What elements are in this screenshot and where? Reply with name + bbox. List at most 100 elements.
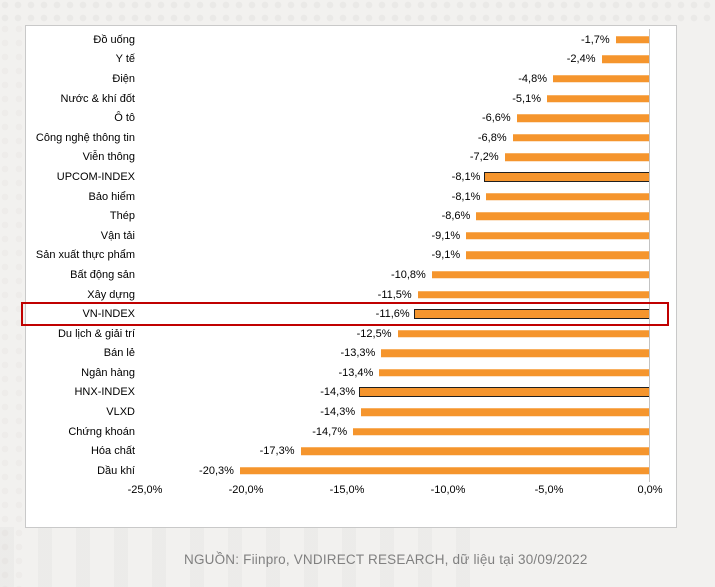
chart-row: Hóa chất -17,3% [26, 441, 676, 461]
bar-chart-rows: Đồ uống -1,7% Y tế -2,4% Điện -4,8% Nước & khí… [26, 30, 676, 481]
chart-row: UPCOM-INDEX -8,1% [26, 167, 676, 187]
value-label: -8,1% [451, 170, 481, 183]
category-label: Chứng khoán [68, 425, 135, 438]
category-label: Y tế [115, 53, 135, 66]
chart-row: Ô tô -6,6% [26, 108, 676, 128]
value-label: -9,1% [431, 249, 461, 262]
value-label: -4,8% [518, 72, 547, 85]
category-label: Bất động sản [70, 268, 135, 281]
chart-row: Du lịch & giải trí -12,5% [26, 324, 676, 344]
category-label: Ngân hàng [81, 366, 135, 379]
plot-area-row: -5,1% [145, 89, 650, 109]
x-axis-tick-label: -15,0% [329, 484, 365, 496]
chart-row: Nước & khí đốt -5,1% [26, 89, 676, 109]
bar [431, 271, 650, 279]
value-label: -14,3% [320, 386, 356, 399]
vn-index-highlight-box [21, 301, 669, 326]
category-label: Vận tải [100, 229, 135, 242]
chart-row: Y tế -2,4% [26, 50, 676, 70]
value-label: -1,7% [580, 33, 610, 46]
bar [466, 251, 650, 260]
category-label: Ô tô [114, 112, 135, 125]
chart-row: Thép -8,6% [26, 206, 676, 226]
bar [353, 427, 650, 436]
chart-row: Viễn thông -7,2% [26, 148, 676, 168]
value-label: -11,5% [377, 288, 412, 301]
category-label: Nước & khí đốt [60, 92, 136, 105]
chart-row: Điện -4,8% [26, 69, 676, 89]
bar [615, 36, 650, 44]
x-axis-tick-label: -5,0% [534, 484, 564, 496]
category-label: Sản xuất thực phẩm [35, 249, 135, 262]
chart-row: Dầu khí -20,3% [26, 461, 676, 481]
value-label: -2,4% [566, 53, 596, 66]
value-label: -20,3% [199, 464, 234, 477]
bar [516, 114, 650, 122]
chart-row: Bảo hiểm -8,1% [26, 187, 676, 207]
value-label: -14,7% [312, 425, 348, 438]
value-label: -5,1% [512, 92, 541, 105]
chart-row: Xây dựng -11,5% [26, 285, 676, 305]
category-label: Viễn thông [82, 151, 135, 164]
chart-row: Chứng khoán -14,7% [26, 422, 676, 442]
plot-area-row: -14,3% [145, 402, 650, 422]
value-label: -14,3% [320, 406, 356, 419]
category-label: Dầu khí [97, 464, 135, 477]
value-label: -13,3% [340, 347, 376, 360]
chart-row: Bán lẻ -13,3% [26, 344, 676, 364]
chart-row: Vận tải -9,1% [26, 226, 676, 246]
category-label: Du lịch & giải trí [57, 327, 135, 340]
plot-area-row: -14,7% [145, 422, 650, 442]
category-label: Bán lẻ [103, 347, 135, 360]
plot-area-row: -6,8% [145, 128, 650, 148]
value-label: -6,6% [481, 112, 511, 125]
category-label: Điện [112, 72, 135, 85]
value-label: -8,1% [451, 190, 481, 203]
category-label: HNX-INDEX [74, 386, 135, 399]
plot-area-row: -11,6% [145, 304, 650, 324]
bar [361, 408, 650, 416]
category-label: Bảo hiểm [88, 190, 135, 203]
plot-area-row: -2,4% [145, 50, 650, 70]
plot-area-row: -8,6% [145, 206, 650, 226]
value-label: -9,1% [431, 229, 461, 242]
source-note: NGUỒN: Fiinpro, VNDIRECT RESEARCH, dữ li… [184, 552, 588, 567]
value-label: -12,5% [356, 327, 392, 340]
bar [359, 387, 650, 398]
category-label: Xây dựng [87, 288, 135, 301]
plot-area-row: -4,8% [145, 69, 650, 89]
plot-area-row: -17,3% [145, 441, 650, 461]
chart-row: Ngân hàng -13,4% [26, 363, 676, 383]
bar [476, 212, 650, 220]
chart-row: Sản xuất thực phẩm -9,1% [26, 246, 676, 266]
bar [601, 55, 650, 64]
x-axis-tick-label: -25,0% [127, 484, 163, 496]
plot-area-row: -12,5% [145, 324, 650, 344]
plot-area-row: -1,7% [145, 30, 650, 50]
chart-row: VLXD -14,3% [26, 402, 676, 422]
plot-area-row: -20,3% [145, 461, 650, 481]
bar [484, 171, 650, 182]
plot-area-row: -6,6% [145, 108, 650, 128]
chart-panel: Đồ uống -1,7% Y tế -2,4% Điện -4,8% Nước & khí… [21, 25, 677, 528]
x-axis-tick-label: 0,0% [637, 484, 663, 496]
plot-area-row: -13,3% [145, 344, 650, 364]
category-label: Hóa chất [90, 445, 135, 458]
bar [547, 94, 650, 103]
plot-area-row: -8,1% [145, 187, 650, 207]
plot-area-row: -10,8% [145, 265, 650, 285]
category-label: VN-INDEX [82, 308, 135, 321]
bar [239, 467, 650, 475]
category-label: UPCOM-INDEX [56, 170, 135, 183]
bar [379, 369, 650, 377]
bar [300, 447, 650, 456]
zero-axis-line [649, 29, 650, 482]
value-label: -11,6% [375, 308, 410, 321]
bar [381, 349, 650, 358]
plot-area-row: -8,1% [145, 167, 650, 187]
plot-area-row: -9,1% [145, 246, 650, 266]
value-label: -10,8% [390, 268, 426, 281]
x-axis-tick-label: -20,0% [228, 484, 264, 496]
bar [512, 134, 650, 142]
value-label: -13,4% [338, 366, 374, 379]
